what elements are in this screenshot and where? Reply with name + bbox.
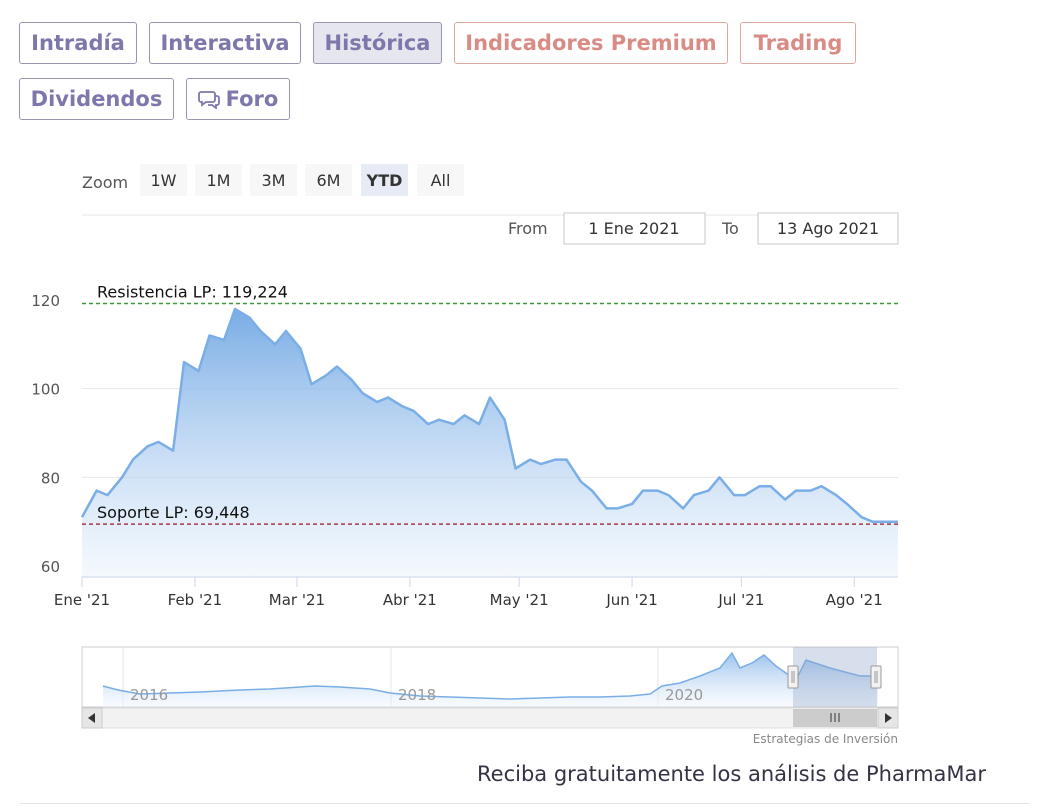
from-date-value: 1 Ene 2021 bbox=[588, 219, 679, 238]
navigator: 2016 2018 2020 bbox=[82, 647, 898, 707]
x-tick-label: Mar '21 bbox=[269, 591, 325, 609]
navigator-handle-right[interactable] bbox=[871, 666, 881, 688]
zoom-button-3m[interactable]: 3M bbox=[250, 164, 297, 196]
zoom-button-label: 1W bbox=[151, 171, 177, 190]
y-tick-label: 60 bbox=[41, 558, 60, 576]
navigator-year-label: 2020 bbox=[665, 686, 703, 704]
zoom-button-label: All bbox=[431, 171, 451, 190]
y-tick-label: 120 bbox=[31, 292, 60, 310]
zoom-button-all[interactable]: All bbox=[417, 164, 464, 196]
zoom-label: Zoom bbox=[82, 173, 128, 192]
bottom-divider bbox=[20, 803, 1030, 804]
from-label: From bbox=[508, 219, 548, 238]
navigator-year-label: 2016 bbox=[130, 686, 168, 704]
y-tick-label: 100 bbox=[31, 381, 60, 399]
x-tick-label: May '21 bbox=[490, 591, 549, 609]
zoom-button-1w[interactable]: 1W bbox=[140, 164, 187, 196]
x-tick-label: Abr '21 bbox=[383, 591, 437, 609]
y-tick-label: 80 bbox=[41, 469, 60, 487]
zoom-button-6m[interactable]: 6M bbox=[305, 164, 352, 196]
scrollbar-track[interactable] bbox=[82, 708, 898, 728]
zoom-button-label: 6M bbox=[317, 171, 341, 190]
x-tick-label: Feb '21 bbox=[168, 591, 223, 609]
zoom-button-1m[interactable]: 1M bbox=[195, 164, 242, 196]
scrollbar[interactable] bbox=[82, 708, 898, 728]
zoom-button-label: YTD bbox=[366, 171, 403, 190]
to-label: To bbox=[721, 219, 739, 238]
zoom-buttons: 1W 1M 3M 6M YTD All bbox=[140, 164, 464, 196]
zoom-button-label: 1M bbox=[207, 171, 231, 190]
x-tick-label: Jun '21 bbox=[605, 591, 657, 609]
navigator-mask-selected[interactable] bbox=[793, 647, 877, 707]
resistance-label: Resistencia LP: 119,224 bbox=[97, 282, 288, 301]
zoom-button-ytd[interactable]: YTD bbox=[361, 164, 408, 196]
y-axis-labels: 60 80 100 120 bbox=[31, 292, 60, 576]
x-tick-label: Ene '21 bbox=[54, 591, 110, 609]
x-tick-label: Jul '21 bbox=[717, 591, 764, 609]
chart-credit[interactable]: Estrategias de Inversión bbox=[753, 732, 898, 746]
x-axis-labels: Ene '21 Feb '21 Mar '21 Abr '21 May '21 Jun '… bbox=[54, 577, 883, 609]
to-date-value: 13 Ago 2021 bbox=[777, 219, 879, 238]
support-label: Soporte LP: 69,448 bbox=[97, 503, 250, 522]
zoom-button-label: 3M bbox=[262, 171, 286, 190]
navigator-year-label: 2018 bbox=[398, 686, 436, 704]
x-tick-label: Ago '21 bbox=[826, 591, 883, 609]
navigator-handle-left[interactable] bbox=[788, 666, 798, 688]
newsletter-cta[interactable]: Reciba gratuitamente los análisis de Pha… bbox=[477, 762, 986, 786]
